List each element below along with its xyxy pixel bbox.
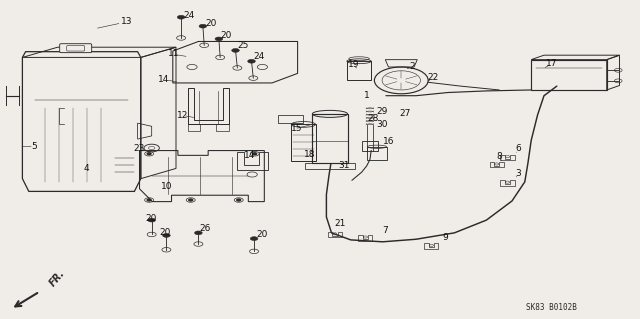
Text: 29: 29 (376, 108, 388, 116)
Circle shape (147, 153, 151, 155)
Text: 12: 12 (177, 111, 189, 120)
Circle shape (163, 234, 170, 237)
Text: 30: 30 (376, 120, 388, 129)
Circle shape (232, 48, 239, 52)
Circle shape (237, 199, 241, 201)
Text: 1: 1 (364, 91, 369, 100)
Text: 10: 10 (161, 182, 172, 191)
Circle shape (248, 59, 255, 63)
Text: 23: 23 (134, 144, 145, 152)
Text: 8: 8 (497, 152, 502, 161)
Text: 14: 14 (244, 151, 255, 160)
Circle shape (253, 153, 257, 155)
Text: 27: 27 (399, 109, 411, 118)
Text: 24: 24 (184, 11, 195, 20)
Text: 2: 2 (410, 63, 415, 71)
Text: 22: 22 (427, 73, 438, 82)
Text: 7: 7 (382, 226, 387, 235)
Text: 6: 6 (516, 145, 521, 153)
Circle shape (177, 15, 185, 19)
FancyBboxPatch shape (60, 44, 92, 53)
Circle shape (148, 218, 156, 222)
Text: 17: 17 (546, 59, 557, 68)
Text: 13: 13 (121, 17, 132, 26)
Text: 20: 20 (145, 214, 157, 223)
Text: 26: 26 (199, 224, 211, 233)
Circle shape (199, 24, 207, 28)
Text: 28: 28 (367, 114, 379, 122)
Text: 18: 18 (304, 150, 316, 159)
Circle shape (215, 37, 223, 41)
Text: 25: 25 (237, 41, 249, 50)
Text: 5: 5 (31, 142, 36, 151)
Circle shape (189, 199, 193, 201)
Text: 24: 24 (253, 52, 265, 61)
Text: 16: 16 (383, 137, 395, 146)
Text: 9: 9 (442, 233, 447, 242)
Text: 21: 21 (334, 219, 346, 228)
Text: 20: 20 (257, 230, 268, 239)
Circle shape (250, 237, 258, 241)
Text: SK83 B0102B: SK83 B0102B (526, 303, 577, 312)
Circle shape (147, 199, 151, 201)
Text: FR.: FR. (47, 268, 67, 288)
Circle shape (195, 231, 202, 235)
Text: 15: 15 (291, 124, 303, 133)
Text: 20: 20 (220, 31, 232, 40)
Text: 20: 20 (205, 19, 217, 28)
Text: 11: 11 (168, 49, 179, 58)
Text: 19: 19 (348, 60, 359, 69)
FancyBboxPatch shape (67, 46, 84, 51)
Text: 20: 20 (159, 228, 171, 237)
Text: 31: 31 (338, 161, 349, 170)
Text: 14: 14 (158, 75, 170, 84)
Text: 3: 3 (516, 169, 521, 178)
Text: 4: 4 (84, 164, 89, 173)
